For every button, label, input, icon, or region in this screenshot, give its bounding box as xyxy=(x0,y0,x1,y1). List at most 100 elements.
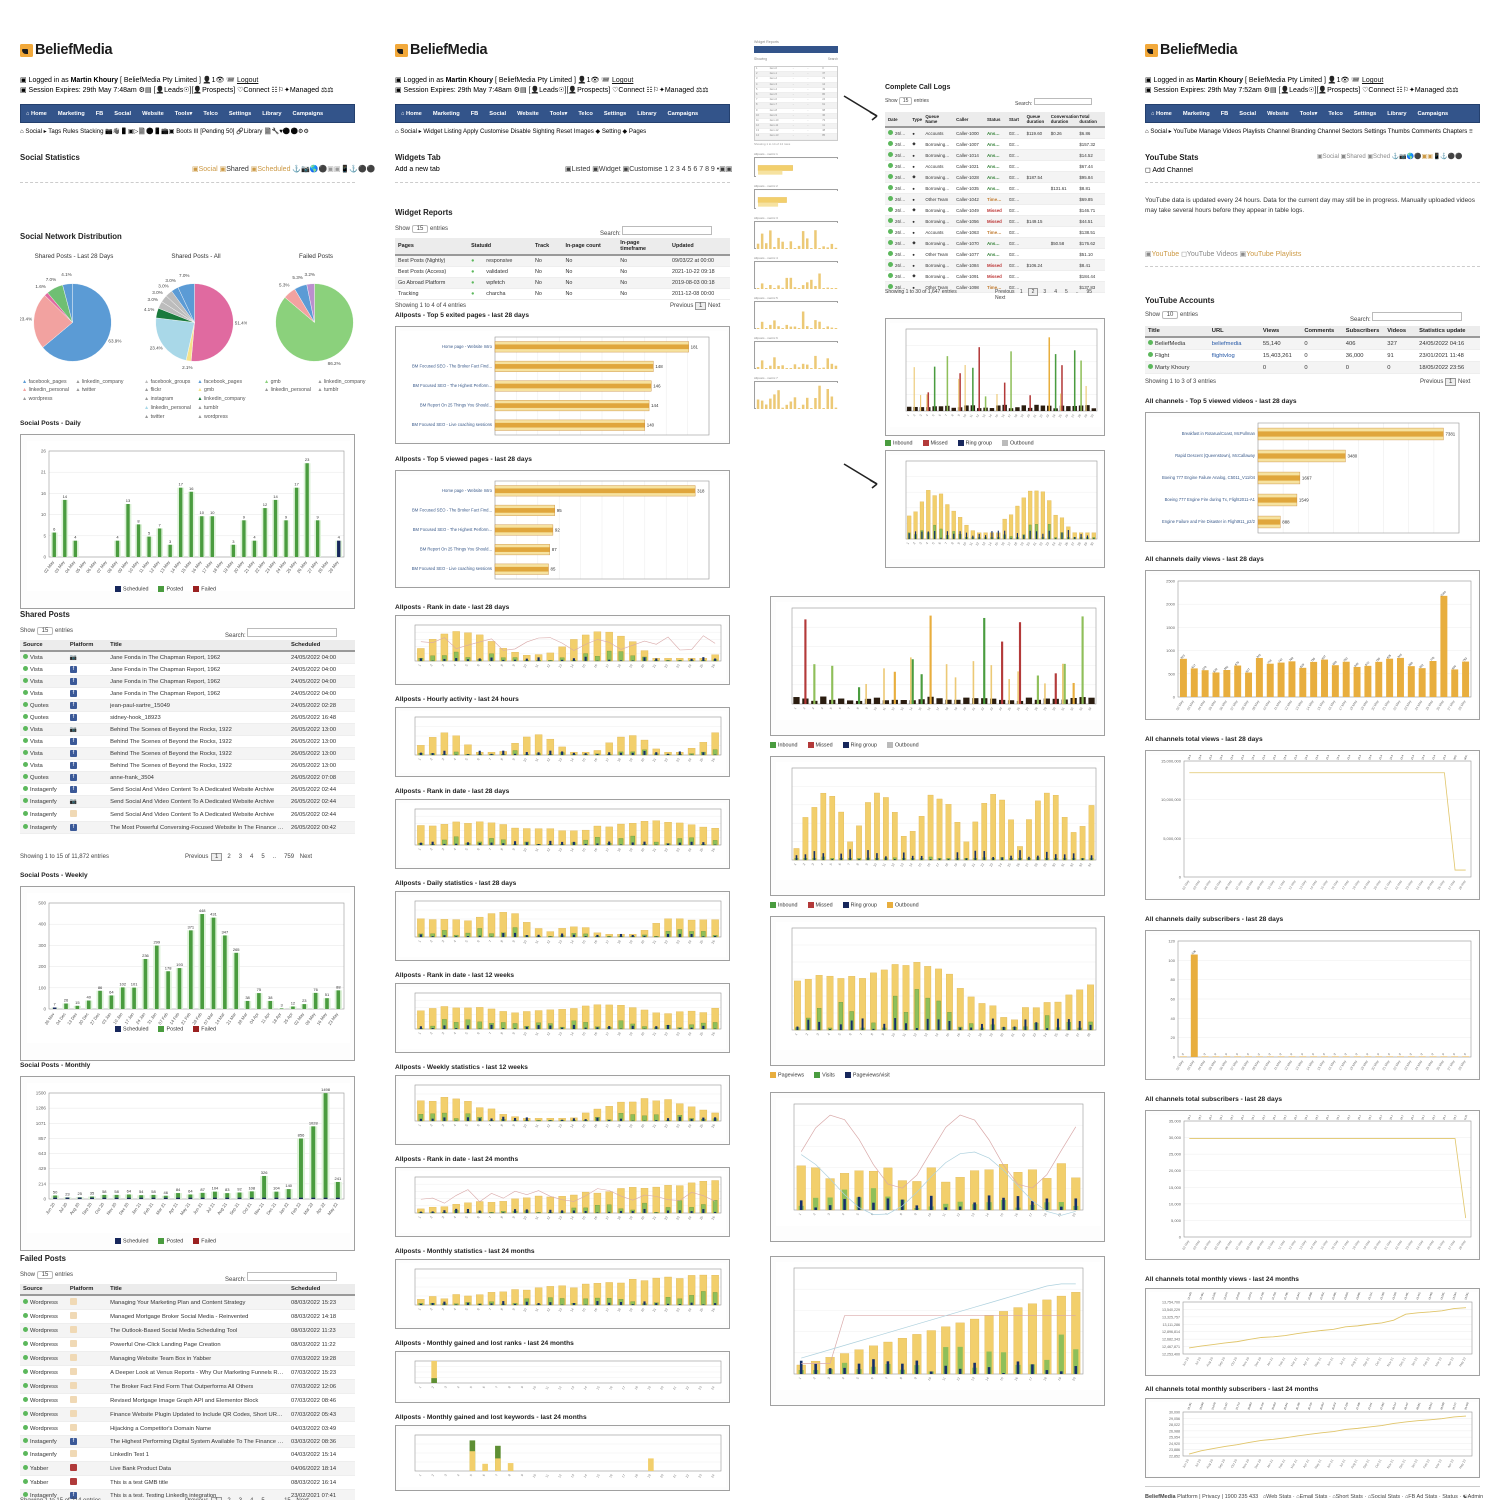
svg-text:40: 40 xyxy=(86,995,91,1000)
svg-text:120: 120 xyxy=(1168,939,1175,944)
svg-text:10: 10 xyxy=(41,512,47,517)
svg-text:23.4%: 23.4% xyxy=(20,317,32,322)
svg-text:2000: 2000 xyxy=(1166,602,1176,607)
svg-text:38: 38 xyxy=(268,995,273,1000)
svg-text:14: 14 xyxy=(273,494,278,499)
svg-text:88: 88 xyxy=(336,984,341,989)
svg-text:400: 400 xyxy=(38,922,46,927)
svg-text:15,000: 15,000 xyxy=(1169,1185,1182,1190)
svg-text:84: 84 xyxy=(176,1187,181,1192)
svg-text:214: 214 xyxy=(38,1181,46,1186)
svg-text:12,253,400: 12,253,400 xyxy=(1162,1353,1180,1357)
svg-text:104: 104 xyxy=(273,1186,280,1191)
svg-text:3.0%: 3.0% xyxy=(152,290,162,295)
svg-text:Engine Failure and Fire Disast: Engine Failure and Fire Disaster in Flig… xyxy=(1162,519,1256,524)
svg-text:3.0%: 3.0% xyxy=(148,297,158,302)
svg-text:140: 140 xyxy=(647,423,655,428)
svg-text:448: 448 xyxy=(199,908,206,913)
svg-text:76: 76 xyxy=(313,987,318,992)
svg-text:20: 20 xyxy=(1171,1035,1176,1040)
svg-text:30,000: 30,000 xyxy=(1169,1135,1182,1140)
svg-text:888: 888 xyxy=(1282,520,1290,525)
svg-text:1500: 1500 xyxy=(1166,625,1176,630)
svg-text:100: 100 xyxy=(38,985,46,990)
svg-text:14: 14 xyxy=(63,494,68,499)
svg-text:60: 60 xyxy=(1171,997,1176,1002)
svg-text:1.6%: 1.6% xyxy=(35,284,45,289)
svg-text:1667: 1667 xyxy=(1302,476,1312,481)
svg-text:108: 108 xyxy=(248,1185,255,1190)
svg-text:1286: 1286 xyxy=(36,1106,47,1111)
svg-text:326: 326 xyxy=(261,1170,268,1175)
svg-text:0: 0 xyxy=(43,1197,46,1202)
svg-text:10,000,000: 10,000,000 xyxy=(1161,797,1182,802)
svg-text:318: 318 xyxy=(697,488,705,493)
svg-text:16: 16 xyxy=(41,491,47,496)
svg-text:64: 64 xyxy=(188,1188,193,1193)
svg-text:144: 144 xyxy=(651,403,659,408)
svg-text:200: 200 xyxy=(38,964,46,969)
svg-text:181: 181 xyxy=(691,344,699,349)
svg-text:856: 856 xyxy=(298,1133,305,1138)
svg-text:1071: 1071 xyxy=(36,1121,47,1126)
svg-text:54: 54 xyxy=(139,1189,144,1194)
svg-text:92: 92 xyxy=(237,1187,242,1192)
svg-text:12,682,343: 12,682,343 xyxy=(1162,1338,1180,1342)
svg-text:5.3%: 5.3% xyxy=(292,275,302,280)
svg-text:5: 5 xyxy=(43,533,46,538)
svg-text:178: 178 xyxy=(165,965,172,970)
svg-text:24,920: 24,920 xyxy=(1169,1442,1180,1446)
svg-text:100: 100 xyxy=(1168,958,1175,963)
svg-text:Boeing 777 Engine Failure Anal: Boeing 777 Engine Failure Analog, C5011_… xyxy=(1162,475,1256,480)
svg-text:12,896,814: 12,896,814 xyxy=(1162,1330,1180,1334)
svg-text:3480: 3480 xyxy=(1347,454,1357,459)
svg-text:30,090: 30,090 xyxy=(1169,1411,1180,1415)
svg-text:Home page - Website Intro: Home page - Website Intro xyxy=(442,344,493,349)
svg-text:3.0%: 3.0% xyxy=(165,278,175,283)
svg-text:35: 35 xyxy=(90,1191,95,1196)
svg-text:25,954: 25,954 xyxy=(1169,1436,1180,1440)
svg-text:51.4%: 51.4% xyxy=(235,321,247,326)
svg-text:104: 104 xyxy=(212,1186,219,1191)
svg-text:857: 857 xyxy=(38,1136,46,1141)
svg-text:140: 140 xyxy=(285,1183,292,1188)
svg-text:0: 0 xyxy=(43,1007,46,1012)
svg-text:46: 46 xyxy=(164,1190,169,1195)
svg-text:15: 15 xyxy=(75,1000,80,1005)
svg-text:64: 64 xyxy=(109,989,114,994)
svg-text:13,540,229: 13,540,229 xyxy=(1162,1308,1180,1312)
svg-text:58: 58 xyxy=(102,1189,107,1194)
svg-text:83: 83 xyxy=(225,1187,230,1192)
svg-text:64: 64 xyxy=(127,1188,132,1193)
svg-text:20,000: 20,000 xyxy=(1169,1168,1182,1173)
svg-text:10: 10 xyxy=(200,510,205,515)
svg-text:148: 148 xyxy=(655,364,663,369)
svg-text:13,754,700: 13,754,700 xyxy=(1162,1301,1180,1305)
svg-text:236: 236 xyxy=(142,953,149,958)
svg-text:1000: 1000 xyxy=(1166,648,1176,653)
svg-text:5,000,000: 5,000,000 xyxy=(1163,836,1182,841)
svg-text:431: 431 xyxy=(210,912,217,917)
svg-text:265: 265 xyxy=(233,947,240,952)
svg-text:63.9%: 63.9% xyxy=(108,338,121,343)
svg-text:58: 58 xyxy=(114,1189,119,1194)
svg-text:193: 193 xyxy=(176,962,183,967)
svg-text:1498: 1498 xyxy=(321,1087,331,1092)
svg-text:25: 25 xyxy=(78,1191,83,1196)
svg-text:2.1%: 2.1% xyxy=(182,365,192,370)
svg-text:58: 58 xyxy=(151,1189,156,1194)
svg-text:85: 85 xyxy=(551,567,556,572)
svg-text:95: 95 xyxy=(557,508,562,513)
svg-text:10,000: 10,000 xyxy=(1169,1201,1182,1206)
svg-text:101: 101 xyxy=(131,982,138,987)
svg-text:BM Focused SEO - The Highest P: BM Focused SEO - The Highest Perform... xyxy=(413,527,492,532)
svg-text:87: 87 xyxy=(552,547,557,552)
svg-text:40: 40 xyxy=(1171,1016,1176,1021)
svg-text:Home page - Website Intro: Home page - Website Intro xyxy=(442,488,493,493)
svg-text:15,000,000: 15,000,000 xyxy=(1161,759,1182,764)
svg-text:241: 241 xyxy=(335,1176,342,1181)
svg-text:26: 26 xyxy=(64,997,69,1002)
svg-text:7381: 7381 xyxy=(1445,432,1455,437)
svg-text:92: 92 xyxy=(555,528,560,533)
svg-text:12,467,871: 12,467,871 xyxy=(1162,1345,1180,1349)
